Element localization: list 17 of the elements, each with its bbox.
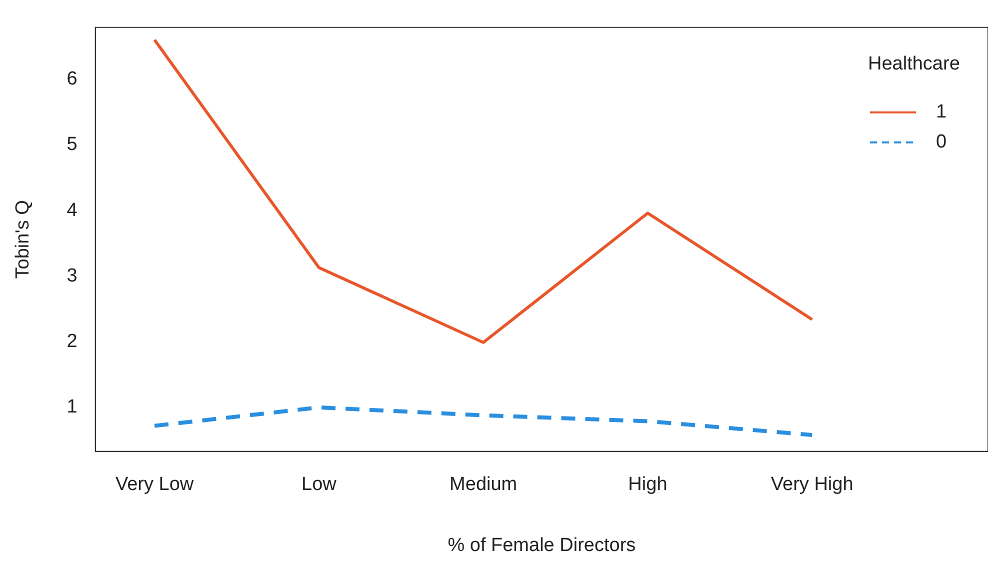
x-tick-label: Very High [770,474,854,496]
y-tick-label: 1 [66,396,78,418]
y-tick-label: 6 [66,68,78,90]
legend-label: 0 [936,132,947,153]
x-tick-label: Medium [450,474,518,496]
x-tick-label: Low [302,474,337,496]
y-tick-label: 3 [66,265,78,286]
x-tick-label: Very Low [115,474,194,496]
legend-label: 1 [936,102,947,123]
y-tick-label: 4 [66,200,78,221]
x-tick-label: High [628,474,668,496]
x-axis-title: % of Female Directors [448,534,636,556]
legend-title: Healthcare [868,54,960,75]
line-series [152,405,814,437]
y-tick-label: 5 [66,134,78,156]
y-tick-label: 2 [66,331,78,352]
y-axis-title: Tobin's Q [12,200,34,279]
